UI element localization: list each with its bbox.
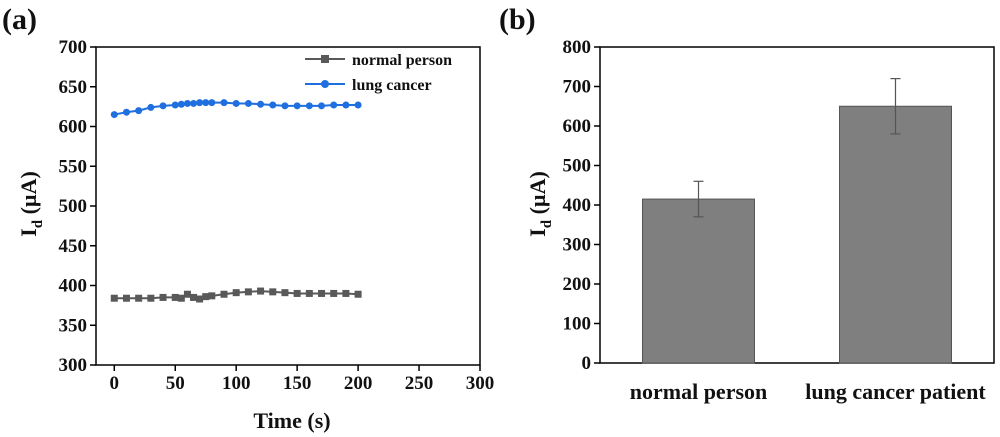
chart-a-x-axis-title: Time (s) xyxy=(253,408,330,433)
data-point-normal-person xyxy=(220,290,228,298)
data-point-normal-person xyxy=(122,294,130,302)
data-point-lung-cancer xyxy=(232,99,240,107)
data-point-normal-person xyxy=(183,290,191,298)
data-point-normal-person xyxy=(208,292,216,300)
data-point-lung-cancer xyxy=(202,99,210,107)
data-point-lung-cancer xyxy=(281,102,289,110)
data-point-lung-cancer xyxy=(318,102,326,110)
data-point-normal-person xyxy=(190,293,198,301)
data-point-normal-person xyxy=(281,289,289,297)
data-point-lung-cancer xyxy=(342,101,350,109)
data-point-normal-person xyxy=(244,288,252,296)
chart-a-y-tick-label: 450 xyxy=(59,236,88,257)
legend-label-normal-person: normal person xyxy=(352,52,452,69)
chart-a-y-tick-label: 700 xyxy=(59,37,88,58)
data-point-lung-cancer xyxy=(159,102,167,110)
chart-a-y-tick-label: 500 xyxy=(59,196,88,217)
chart-b-y-tick-label: 800 xyxy=(563,37,592,58)
chart-a-x-tick-label: 250 xyxy=(405,373,434,394)
chart-a-y-tick-label: 350 xyxy=(59,315,88,336)
data-point-lung-cancer xyxy=(122,108,130,116)
chart-a-x-tick-label: 200 xyxy=(344,373,373,394)
chart-b-category-label-lung-cancer-patient: lung cancer patient xyxy=(805,379,986,404)
legend-marker-normal-person xyxy=(321,55,329,63)
data-point-lung-cancer xyxy=(196,99,204,107)
chart-a-legend: normal person lung cancer xyxy=(305,52,452,94)
data-point-lung-cancer xyxy=(220,99,228,107)
data-point-normal-person xyxy=(196,295,204,303)
data-point-normal-person xyxy=(110,294,118,302)
data-point-lung-cancer xyxy=(190,99,198,107)
chart-b-y-tick-label: 200 xyxy=(563,274,592,295)
chart-a-series xyxy=(110,99,362,303)
data-point-lung-cancer xyxy=(135,107,143,115)
chart-b-y-tick-label: 500 xyxy=(563,156,592,177)
chart-b-bars: normal person lung cancer patient xyxy=(630,77,986,404)
data-point-lung-cancer xyxy=(177,100,185,108)
chart-b-y-tick-label: 300 xyxy=(563,235,592,256)
data-point-normal-person xyxy=(318,289,326,297)
bar-normal-person xyxy=(642,198,755,364)
chart-a-x-tick-label: 300 xyxy=(466,373,495,394)
legend-label-lung-cancer: lung cancer xyxy=(352,77,432,94)
data-point-normal-person xyxy=(147,294,155,302)
chart-a-y-tick-label: 400 xyxy=(59,276,88,297)
chart-a-y-ticks: 300 350 400 450 500 550 600 650 700 xyxy=(59,37,96,376)
data-point-lung-cancer xyxy=(208,99,216,107)
data-point-lung-cancer xyxy=(110,111,118,119)
chart-a-x-tick-label: 100 xyxy=(222,373,251,394)
data-point-lung-cancer xyxy=(183,99,191,107)
bar-lung-cancer-patient xyxy=(839,105,952,364)
chart-a-x-tick-label: 50 xyxy=(166,373,185,394)
data-point-lung-cancer xyxy=(244,99,252,107)
chart-a-y-tick-label: 650 xyxy=(59,77,88,98)
data-point-lung-cancer xyxy=(269,101,277,109)
chart-a-y-tick-label: 550 xyxy=(59,156,88,177)
chart-a-x-ticks: 0 50 100 150 200 250 300 xyxy=(110,365,495,394)
data-point-normal-person xyxy=(202,293,210,301)
chart-a: (a) 0 50 100 150 200 250 300 300 350 400 450 500 55… xyxy=(2,3,494,433)
chart-b-y-tick-label: 100 xyxy=(563,314,592,335)
data-point-lung-cancer xyxy=(171,101,179,109)
chart-a-y-axis-title: Id (µA) xyxy=(16,171,46,237)
data-point-normal-person xyxy=(305,289,313,297)
chart-b-y-ticks: 0 100 200 300 400 500 600 700 800 xyxy=(563,37,600,374)
data-point-normal-person xyxy=(354,290,362,298)
data-point-normal-person xyxy=(269,288,277,296)
data-point-normal-person xyxy=(177,294,185,302)
data-point-normal-person xyxy=(257,287,265,295)
data-point-lung-cancer xyxy=(330,101,338,109)
chart-b: (b) 0 100 200 300 400 500 600 700 800 normal per… xyxy=(499,3,995,404)
data-point-normal-person xyxy=(342,289,350,297)
chart-a-axes xyxy=(95,46,481,366)
data-point-normal-person xyxy=(330,289,338,297)
data-point-normal-person xyxy=(293,289,301,297)
data-point-normal-person xyxy=(159,293,167,301)
chart-b-category-label-normal-person: normal person xyxy=(630,379,768,404)
data-point-normal-person xyxy=(232,289,240,297)
data-point-lung-cancer xyxy=(147,103,155,111)
chart-b-y-tick-label: 700 xyxy=(563,77,592,98)
chart-b-y-axis-title: Id (µA) xyxy=(525,171,555,237)
data-point-lung-cancer xyxy=(305,102,313,110)
chart-a-x-tick-label: 150 xyxy=(283,373,312,394)
chart-b-y-tick-label: 600 xyxy=(563,116,592,137)
data-point-lung-cancer xyxy=(257,100,265,108)
panel-label-b: (b) xyxy=(499,3,536,36)
chart-a-x-tick-label: 0 xyxy=(110,373,120,394)
chart-a-plot-frame xyxy=(95,46,481,366)
data-point-normal-person xyxy=(171,293,179,301)
legend-marker-lung-cancer xyxy=(321,80,329,88)
chart-a-y-tick-label: 600 xyxy=(59,117,88,138)
chart-b-y-tick-label: 0 xyxy=(582,353,592,374)
chart-b-y-tick-label: 400 xyxy=(563,195,592,216)
panel-label-a: (a) xyxy=(2,3,37,36)
data-point-normal-person xyxy=(135,294,143,302)
data-point-lung-cancer xyxy=(354,101,362,109)
data-point-lung-cancer xyxy=(293,102,301,110)
chart-a-y-tick-label: 300 xyxy=(59,355,88,376)
